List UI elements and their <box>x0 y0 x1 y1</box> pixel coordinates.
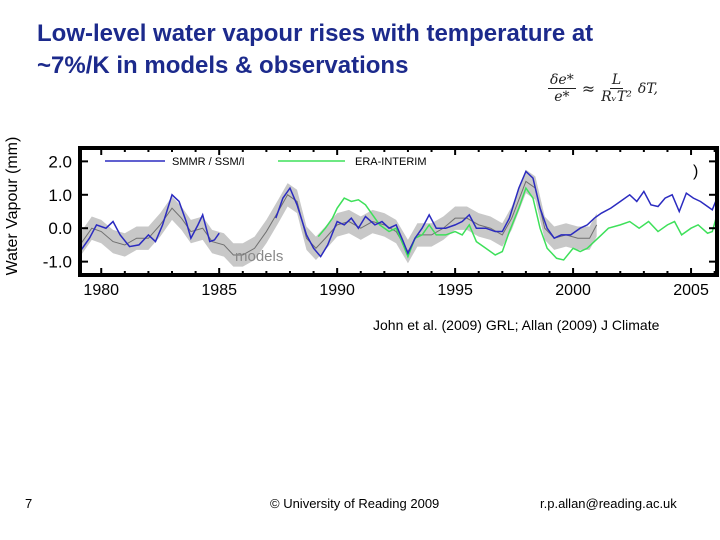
formula-lhs: δe* e* <box>548 72 576 105</box>
citation: John et al. (2009) GRL; Allan (2009) J C… <box>373 317 660 333</box>
clausius-clapeyron-formula: δe* e* ≈ L RᵥT² δT, <box>548 72 658 105</box>
water-vapour-chart: 1980 1985 1990 1995 2000 2005 2.0 1.0 0.0 -1.0 SM… <box>43 146 719 299</box>
page-number: 7 <box>25 496 33 511</box>
series-line-smmr <box>79 193 220 253</box>
legend-label-smmr: SMMR / SSM/I <box>172 156 245 168</box>
y-tick-label: 2.0 <box>48 152 72 171</box>
x-tick-label: 2000 <box>555 282 591 299</box>
formula-approx: ≈ <box>581 79 596 98</box>
x-tick-label: 1995 <box>437 282 473 299</box>
paren-annotation: ) <box>693 163 698 180</box>
series-line-models <box>79 180 598 256</box>
legend: SMMR / SSM/I ERA-INTERIM <box>105 156 427 168</box>
formula-rhs: L RᵥT² <box>601 72 632 105</box>
x-tick-label: 2005 <box>673 282 709 299</box>
x-tick-label: 1990 <box>319 282 355 299</box>
y-tick-label: -1.0 <box>43 253 72 272</box>
series-lines <box>79 170 718 261</box>
formula-lhs-num: δe* <box>548 72 576 89</box>
formula-lhs-den: e* <box>554 89 570 105</box>
series-line-smmr <box>275 170 718 258</box>
formula-tail: δT, <box>637 80 659 97</box>
contact-email: r.p.allan@reading.ac.uk <box>540 496 677 511</box>
models-spread-band <box>80 169 597 267</box>
series-line-era <box>317 186 718 261</box>
legend-label-era: ERA-INTERIM <box>355 156 427 168</box>
copyright: © University of Reading 2009 <box>270 496 440 511</box>
title-line-1: Low-level water vapour rises with temper… <box>37 20 594 47</box>
title-line-2: ~7%/K in models & observations <box>37 52 409 79</box>
formula-rhs-num: L <box>609 72 624 89</box>
models-spread <box>80 169 597 267</box>
models-annotation: models <box>235 248 283 265</box>
axis-ticks: 1980 1985 1990 1995 2000 2005 2.0 1.0 0.0 -1.0 <box>43 148 717 299</box>
y-tick-label: 1.0 <box>48 186 72 205</box>
slide-title: Low-level water vapour rises with temper… <box>37 18 717 82</box>
formula-rhs-den: RᵥT² <box>601 89 632 105</box>
plot-frame <box>78 146 719 277</box>
x-tick-label: 1980 <box>83 282 119 299</box>
y-tick-label: 0.0 <box>48 219 72 238</box>
x-tick-label: 1985 <box>201 282 237 299</box>
